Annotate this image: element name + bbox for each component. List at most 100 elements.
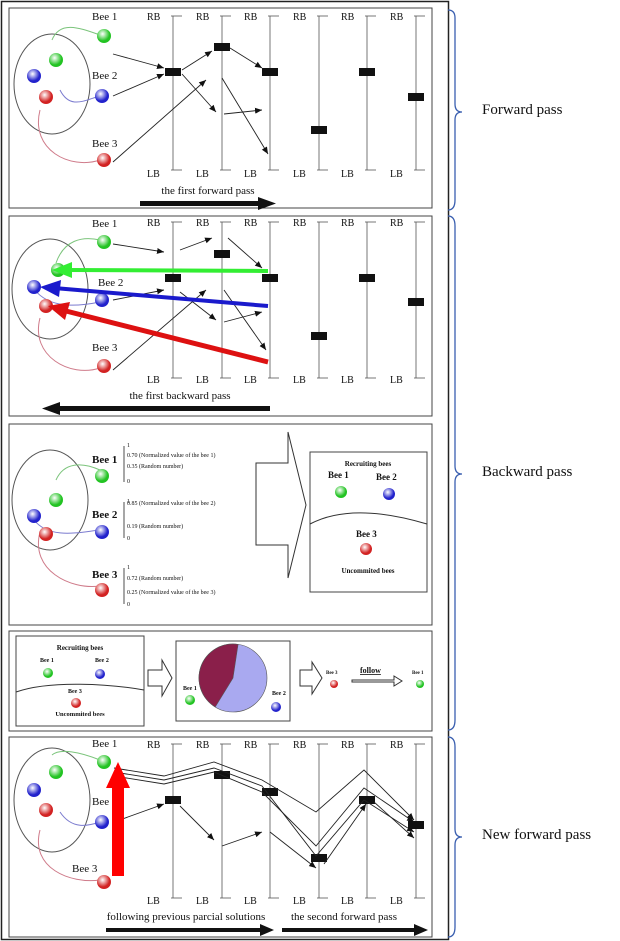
scale-bottom: 0 (127, 479, 130, 485)
bee1-icon (97, 755, 111, 769)
transition-arrow (255, 431, 307, 579)
recruiting-title-small: Recruiting bees (57, 644, 104, 652)
lb-label: LB (196, 896, 209, 907)
small-chevron (147, 658, 173, 698)
small-bee1-label: Bee 1 (40, 658, 54, 664)
panel1-hive (13, 26, 101, 164)
rb-label: RB (341, 12, 355, 23)
bee3-label: Bee 3 (72, 863, 98, 875)
stage-block (359, 274, 375, 282)
bee-blue-icon (27, 69, 41, 83)
rb-label: RB (196, 12, 210, 23)
scale-top: 1 (127, 443, 130, 449)
green-return-arrow (67, 268, 269, 273)
label-forward-pass: Forward pass (482, 102, 563, 118)
stage-block (214, 250, 230, 258)
bee-green-icon (49, 53, 63, 67)
recruit-bee1-icon (335, 486, 347, 498)
panel5-bees: Bee 1 Bee 2 Bee 3 (27, 738, 117, 889)
recruiting-box-small (15, 635, 145, 727)
bee1-normalized: 0.70 (Normalized value of the bee 1) (127, 452, 215, 459)
stage-block (311, 126, 327, 134)
lb-label: LB (196, 169, 209, 180)
rb-label: RB (390, 218, 404, 229)
bee1-label: Bee 1 (92, 218, 117, 230)
stage-block (262, 274, 278, 282)
bee-red-icon (39, 527, 53, 541)
bee1-label: Bee 1 (92, 454, 117, 466)
panel1-arrow-right (140, 197, 276, 210)
rb-label: RB (293, 740, 307, 751)
lb-label: LB (147, 169, 160, 180)
panel5-caption-left: following previous parcial solutions (107, 911, 266, 923)
stage-block (262, 788, 278, 796)
stage-block (165, 796, 181, 804)
roulette-pie (198, 643, 268, 713)
panel3-scale-text: 1 0.70 (Normalized value of the bee 1) 0… (127, 443, 215, 608)
blue-return-arrow (53, 286, 269, 308)
scale-bottom: 0 (127, 536, 130, 542)
lb-label: LB (341, 896, 354, 907)
scale-top: 1 (127, 499, 130, 505)
follow-bee3-label: Bee 3 (326, 671, 338, 676)
panel-forward (8, 7, 433, 209)
stage-block (408, 298, 424, 306)
uncommitted-small: Uncommited bees (55, 711, 105, 718)
lb-label: LB (147, 896, 160, 907)
bee3-icon (97, 875, 111, 889)
lb-label: LB (390, 169, 403, 180)
scale-top: 1 (127, 565, 130, 571)
rb-label: RB (147, 218, 161, 229)
lb-label: LB (293, 896, 306, 907)
lb-label: LB (390, 375, 403, 386)
panel1-stages: RB LB RB LB RB LB RB LB RB LB RB LB (147, 12, 425, 180)
label-new-forward-pass: New forward pass (482, 827, 592, 843)
recruit-bee3-icon (360, 543, 372, 555)
panel5-arrow-right-seg (282, 924, 428, 936)
bee2-icon (95, 815, 109, 829)
panel5-caption-right: the second forward pass (291, 911, 397, 923)
bee3-normalized: 0.25 (Normalized value of the bee 3) (127, 589, 215, 596)
lb-label: LB (196, 375, 209, 386)
rb-label: RB (196, 740, 210, 751)
rb-label: RB (341, 740, 355, 751)
bee1-icon (97, 235, 111, 249)
stage-block (359, 68, 375, 76)
follow-arrow (351, 675, 403, 687)
bee3-icon (97, 359, 111, 373)
lb-label: LB (293, 375, 306, 386)
stage-block (359, 796, 375, 804)
pie-slice-bee1 (198, 643, 239, 708)
lb-label: LB (341, 169, 354, 180)
scale-bottom: 0 (127, 602, 130, 608)
rb-label: RB (196, 218, 210, 229)
red-return-arrow (61, 307, 269, 365)
bee1-label: Bee 1 (92, 11, 117, 23)
bee-blue-icon (27, 509, 41, 523)
stage-block (408, 821, 424, 829)
bee3-label: Bee 3 (92, 569, 118, 581)
bee2-label: Bee 2 (98, 277, 123, 289)
follow-label: follow (360, 666, 381, 675)
brace-backward (447, 215, 463, 731)
bee2-icon (95, 525, 109, 539)
bee2-icon (95, 89, 109, 103)
small-chevron-2 (299, 660, 323, 696)
panel-backward (8, 215, 433, 417)
recruit-bee1-label: Bee 1 (328, 470, 349, 480)
bee2-random: 0.19 (Random number) (127, 523, 183, 530)
panel2-paths (112, 237, 267, 371)
stage-block (408, 93, 424, 101)
follow-bee3-icon (330, 680, 338, 688)
stage-block (165, 68, 181, 76)
recruit-bee2-icon (383, 488, 395, 500)
recruiting-box (309, 451, 428, 593)
panel5-arrow-left-seg (106, 924, 274, 936)
lb-label: LB (390, 896, 403, 907)
uncommitted-label: Uncommited bees (341, 567, 394, 575)
bee3-icon (97, 153, 111, 167)
bee-red-icon (39, 90, 53, 104)
recruiting-title: Recruiting bees (345, 460, 392, 468)
rb-label: RB (341, 218, 355, 229)
